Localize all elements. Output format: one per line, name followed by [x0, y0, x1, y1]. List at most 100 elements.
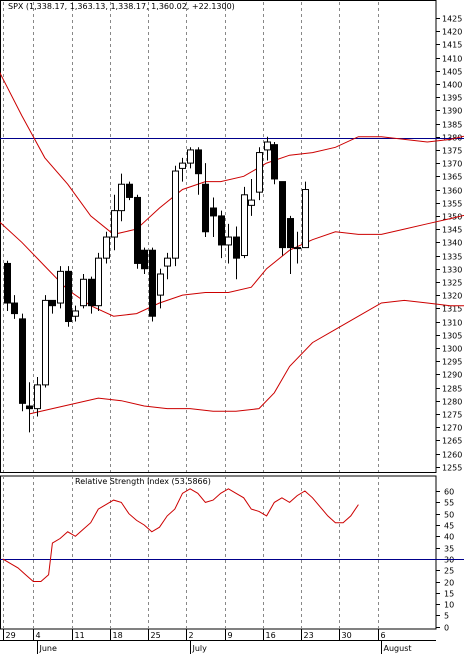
rsi-y-tick-label: 45	[444, 522, 454, 531]
date-tick-label: 4	[36, 631, 41, 640]
rsi-y-tick-label: 15	[444, 590, 454, 599]
y-tick-label: 1320	[442, 292, 462, 301]
candle-body	[248, 199, 255, 206]
candle-body	[202, 183, 209, 233]
y-tick-label: 1330	[442, 266, 462, 275]
y-tick-label: 1420	[442, 28, 462, 37]
y-tick-label: 1285	[442, 385, 462, 394]
candle-body	[42, 299, 49, 386]
candle-body	[80, 278, 87, 307]
y-tick-label: 1425	[442, 15, 462, 24]
y-tick-label: 1265	[442, 437, 462, 446]
date-tick-label: 23	[304, 631, 314, 640]
bollinger-middle	[0, 214, 464, 317]
y-tick-label: 1270	[442, 424, 462, 433]
candle-body	[149, 249, 156, 317]
y-tick-label: 1355	[442, 200, 462, 209]
y-tick-label: 1385	[442, 121, 462, 130]
candle-body	[65, 270, 72, 323]
candle-body	[187, 149, 194, 164]
candle-body	[302, 189, 309, 249]
bollinger-upper	[0, 71, 464, 235]
candle-body	[164, 257, 171, 267]
rsi-title: Relative Strength Index (53.5866)	[75, 477, 211, 486]
month-label: August	[384, 644, 412, 653]
rsi-y-tick-label: 60	[444, 488, 454, 497]
date-tick-label: 25	[151, 631, 161, 640]
candle-body	[11, 302, 18, 315]
y-tick-label: 1360	[442, 187, 462, 196]
candle-body	[134, 196, 141, 264]
main-pane-frame	[0, 0, 437, 473]
y-tick-label: 1335	[442, 253, 462, 262]
y-tick-label: 1275	[442, 411, 462, 420]
rsi-y-tick-label: 20	[444, 579, 454, 588]
candle-body	[279, 181, 286, 249]
candle-body	[256, 152, 263, 193]
rsi-y-tick-label: 35	[444, 545, 454, 554]
candle-body	[95, 257, 102, 307]
candle-body	[88, 278, 95, 307]
candle-body	[271, 144, 278, 180]
candle-body	[4, 262, 11, 304]
candle-body	[34, 384, 41, 410]
candle-body	[241, 194, 248, 257]
y-tick-label: 1350	[442, 213, 462, 222]
y-tick-label: 1390	[442, 107, 462, 116]
candle-body	[126, 183, 133, 198]
candle-body	[225, 236, 232, 246]
y-tick-label: 1295	[442, 358, 462, 367]
candle-body	[179, 162, 186, 169]
chart-title: SPX (1,338.17, 1,363.13, 1,338.17, 1,360…	[8, 2, 235, 11]
candle-body	[233, 236, 240, 259]
date-tick-label: 29	[6, 631, 16, 640]
y-tick-label: 1375	[442, 147, 462, 156]
y-tick-label: 1365	[442, 173, 462, 182]
candle-body	[294, 247, 301, 250]
candle-body	[210, 207, 217, 217]
rsi-y-tick-label: 55	[444, 499, 454, 508]
rsi-pane-frame	[0, 475, 437, 630]
rsi-y-tick-label: 25	[444, 567, 454, 576]
candle-body	[118, 183, 125, 212]
rsi-y-tick-label: 40	[444, 533, 454, 542]
y-tick-label: 1345	[442, 226, 462, 235]
date-tick-label: 6	[381, 631, 386, 640]
date-tick-label: 2	[189, 631, 194, 640]
date-tick-label: 30	[342, 631, 352, 640]
candle-body	[195, 149, 202, 175]
rsi-y-tick-label: 50	[444, 511, 454, 520]
rsi-y-tick-label: 0	[444, 624, 449, 633]
y-tick-label: 1395	[442, 94, 462, 103]
date-tick-label: 11	[75, 631, 85, 640]
y-tick-label: 1315	[442, 305, 462, 314]
candle-body	[264, 141, 271, 151]
y-tick-label: 1410	[442, 55, 462, 64]
candle-body	[57, 270, 64, 304]
month-label: June	[39, 644, 58, 653]
candle-body	[111, 210, 118, 238]
candle-body	[141, 249, 148, 270]
candle-body	[218, 215, 225, 246]
rsi-line	[2, 488, 359, 582]
rsi-y-tick-label: 5	[444, 612, 449, 621]
month-label: July	[192, 644, 208, 653]
y-tick-label: 1310	[442, 319, 462, 328]
date-tick-label: 9	[228, 631, 233, 640]
y-tick-label: 1370	[442, 160, 462, 169]
y-tick-label: 1340	[442, 239, 462, 248]
y-tick-label: 1255	[442, 464, 462, 473]
candle-body	[49, 299, 56, 307]
candle-body	[157, 273, 164, 296]
date-tick-label: 18	[113, 631, 123, 640]
y-tick-label: 1400	[442, 81, 462, 90]
candle-body	[287, 218, 294, 249]
y-tick-label: 1325	[442, 279, 462, 288]
y-tick-label: 1300	[442, 345, 462, 354]
candle-body	[19, 318, 26, 404]
y-tick-label: 1290	[442, 371, 462, 380]
y-tick-label: 1280	[442, 398, 462, 407]
y-tick-label: 1415	[442, 41, 462, 50]
